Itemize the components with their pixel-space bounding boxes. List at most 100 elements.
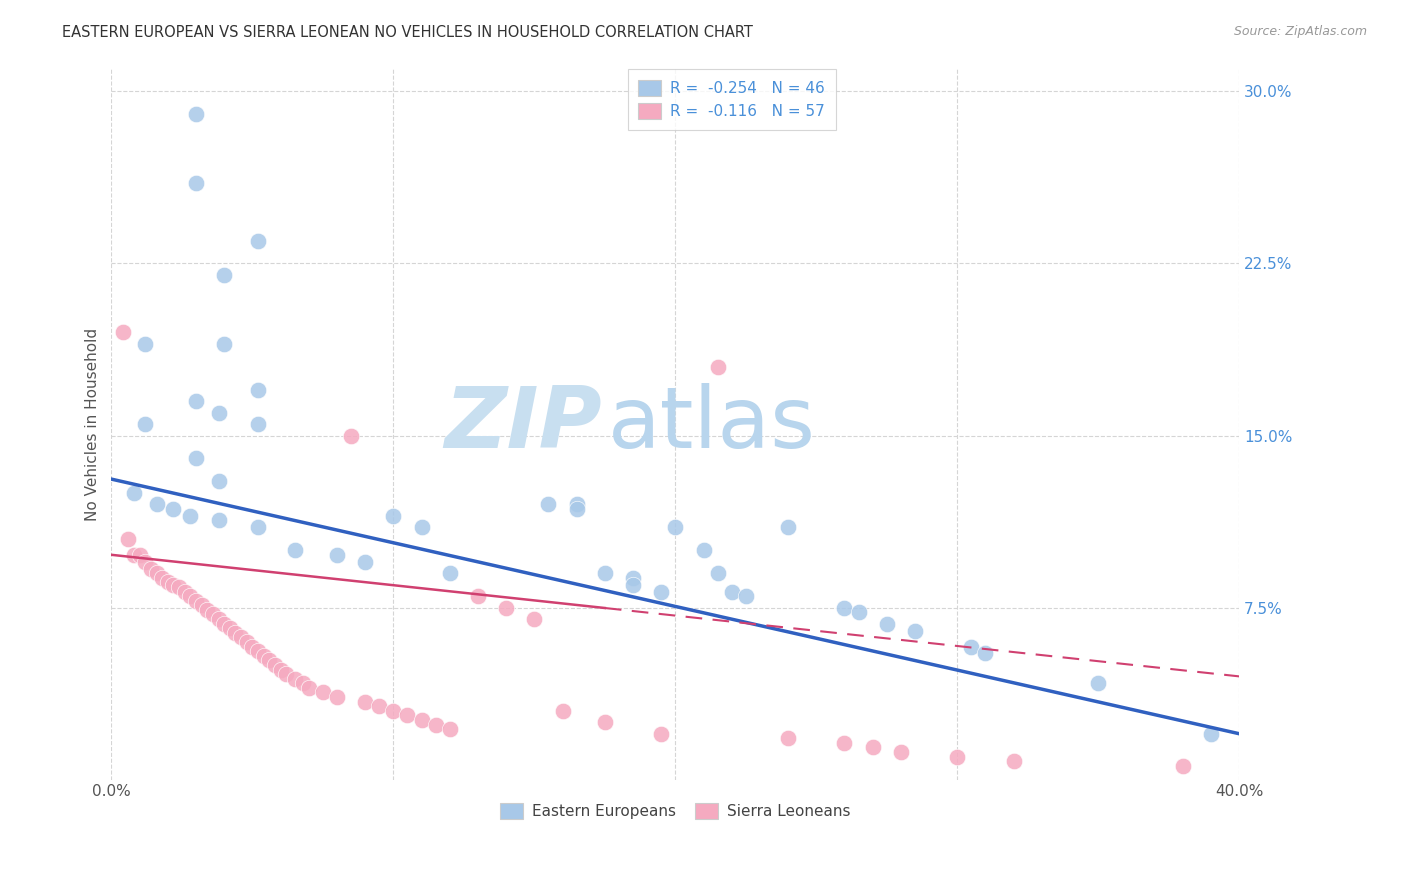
- Point: [195, 603, 218, 617]
- Point: [284, 672, 307, 686]
- Point: [368, 699, 391, 714]
- Point: [122, 486, 145, 500]
- Point: [354, 555, 377, 569]
- Point: [184, 176, 207, 190]
- Point: [411, 713, 433, 727]
- Point: [122, 548, 145, 562]
- Point: [834, 600, 856, 615]
- Legend: Eastern Europeans, Sierra Leoneans: Eastern Europeans, Sierra Leoneans: [494, 797, 856, 825]
- Point: [247, 417, 270, 431]
- Point: [720, 584, 742, 599]
- Point: [326, 690, 349, 704]
- Point: [167, 580, 190, 594]
- Point: [467, 589, 489, 603]
- Point: [1171, 759, 1194, 773]
- Point: [946, 749, 969, 764]
- Text: ZIP: ZIP: [444, 383, 602, 466]
- Point: [396, 708, 419, 723]
- Point: [117, 532, 139, 546]
- Point: [692, 543, 714, 558]
- Text: EASTERN EUROPEAN VS SIERRA LEONEAN NO VEHICLES IN HOUSEHOLD CORRELATION CHART: EASTERN EUROPEAN VS SIERRA LEONEAN NO VE…: [62, 25, 752, 40]
- Y-axis label: No Vehicles in Household: No Vehicles in Household: [86, 327, 100, 521]
- Point: [298, 681, 321, 695]
- Point: [862, 740, 884, 755]
- Point: [247, 383, 270, 397]
- Point: [312, 685, 335, 699]
- Point: [565, 502, 588, 516]
- Point: [890, 745, 912, 759]
- Point: [276, 667, 298, 681]
- Text: atlas: atlas: [607, 383, 815, 466]
- Point: [292, 676, 315, 690]
- Point: [128, 548, 150, 562]
- Point: [650, 727, 672, 741]
- Point: [284, 543, 307, 558]
- Point: [650, 584, 672, 599]
- Point: [621, 571, 644, 585]
- Point: [974, 647, 997, 661]
- Point: [706, 566, 728, 581]
- Point: [134, 417, 156, 431]
- Point: [247, 520, 270, 534]
- Point: [218, 621, 240, 635]
- Point: [495, 600, 517, 615]
- Point: [340, 428, 363, 442]
- Point: [551, 704, 574, 718]
- Point: [706, 359, 728, 374]
- Point: [229, 631, 252, 645]
- Point: [621, 577, 644, 591]
- Point: [425, 717, 447, 731]
- Point: [139, 561, 162, 575]
- Point: [264, 657, 287, 672]
- Point: [593, 566, 616, 581]
- Point: [411, 520, 433, 534]
- Point: [247, 644, 270, 658]
- Point: [207, 475, 229, 489]
- Point: [212, 336, 235, 351]
- Point: [565, 497, 588, 511]
- Point: [382, 508, 405, 523]
- Point: [111, 326, 134, 340]
- Point: [242, 640, 264, 654]
- Point: [253, 648, 276, 663]
- Point: [834, 736, 856, 750]
- Point: [523, 612, 546, 626]
- Point: [134, 555, 156, 569]
- Point: [184, 451, 207, 466]
- Point: [184, 107, 207, 121]
- Point: [960, 640, 983, 654]
- Point: [190, 599, 212, 613]
- Point: [145, 566, 167, 581]
- Point: [145, 497, 167, 511]
- Point: [270, 663, 292, 677]
- Point: [848, 605, 870, 619]
- Point: [224, 625, 246, 640]
- Point: [179, 589, 201, 603]
- Point: [212, 616, 235, 631]
- Point: [734, 589, 756, 603]
- Point: [537, 497, 560, 511]
- Point: [150, 571, 173, 585]
- Point: [201, 607, 224, 622]
- Point: [354, 695, 377, 709]
- Point: [235, 635, 257, 649]
- Point: [1002, 754, 1025, 768]
- Point: [179, 508, 201, 523]
- Point: [778, 731, 800, 746]
- Point: [664, 520, 686, 534]
- Point: [904, 624, 927, 638]
- Point: [134, 336, 156, 351]
- Point: [1199, 727, 1222, 741]
- Point: [212, 268, 235, 282]
- Point: [162, 577, 184, 591]
- Point: [156, 575, 179, 590]
- Point: [207, 513, 229, 527]
- Point: [876, 616, 898, 631]
- Point: [184, 394, 207, 409]
- Point: [1087, 676, 1109, 690]
- Point: [207, 612, 229, 626]
- Point: [184, 593, 207, 607]
- Point: [439, 722, 461, 736]
- Point: [593, 715, 616, 730]
- Point: [778, 520, 800, 534]
